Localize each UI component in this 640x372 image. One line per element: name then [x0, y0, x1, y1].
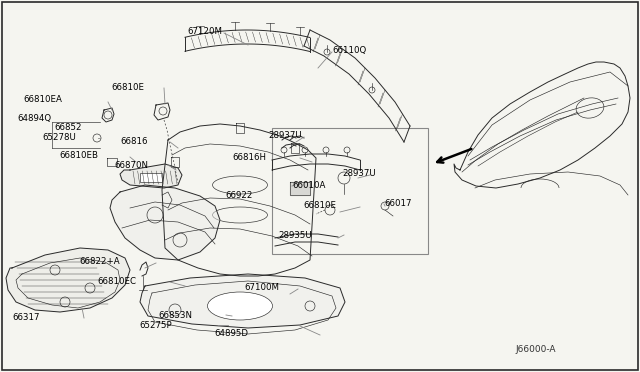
- Text: 66870N: 66870N: [114, 160, 148, 170]
- Bar: [140, 173, 162, 182]
- Text: 64894Q: 64894Q: [18, 113, 52, 122]
- Text: 28937U: 28937U: [342, 170, 376, 179]
- Text: 66010A: 66010A: [292, 180, 325, 189]
- Text: 66816: 66816: [120, 138, 148, 147]
- Text: 66853N: 66853N: [158, 311, 192, 320]
- Text: 67100M: 67100M: [244, 283, 279, 292]
- Ellipse shape: [207, 292, 273, 320]
- Text: 66017: 66017: [384, 199, 412, 208]
- Polygon shape: [120, 164, 182, 188]
- Text: 65275P: 65275P: [140, 321, 172, 330]
- Text: 66852: 66852: [54, 124, 82, 132]
- Text: 67120M: 67120M: [187, 28, 222, 36]
- Text: 66110Q: 66110Q: [332, 45, 366, 55]
- Bar: [272, 128, 428, 254]
- Text: 66810E: 66810E: [303, 202, 336, 211]
- Text: J66000-A: J66000-A: [515, 345, 556, 354]
- Text: 66822+A: 66822+A: [79, 257, 120, 266]
- Polygon shape: [6, 248, 130, 312]
- Text: 64895D: 64895D: [214, 330, 248, 339]
- Text: 66810EA: 66810EA: [23, 96, 62, 105]
- Text: 66810EC: 66810EC: [97, 278, 136, 286]
- Polygon shape: [110, 185, 220, 260]
- Text: 66816H: 66816H: [232, 154, 266, 163]
- Text: 66317: 66317: [13, 314, 40, 323]
- Text: 66810EB: 66810EB: [59, 151, 98, 160]
- Polygon shape: [140, 274, 345, 328]
- Text: 66810E: 66810E: [111, 83, 144, 93]
- Polygon shape: [290, 182, 310, 195]
- Text: 65278U: 65278U: [42, 134, 76, 142]
- Text: 28937U: 28937U: [268, 131, 302, 141]
- Text: 66922: 66922: [225, 190, 252, 199]
- Text: 28935U: 28935U: [278, 231, 312, 240]
